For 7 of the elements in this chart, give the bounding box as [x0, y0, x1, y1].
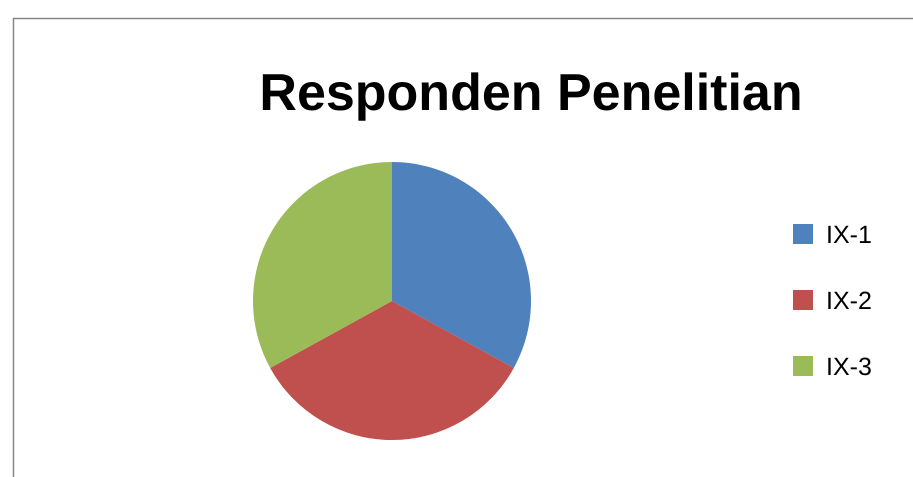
pie-slice	[253, 162, 392, 368]
chart-title: Responden Penelitian	[259, 64, 803, 122]
legend-label: IX-3	[826, 353, 872, 381]
pie-slice	[270, 301, 514, 440]
legend-label: IX-1	[826, 221, 872, 249]
pie-slice	[392, 162, 531, 368]
legend-label: IX-2	[826, 287, 872, 315]
